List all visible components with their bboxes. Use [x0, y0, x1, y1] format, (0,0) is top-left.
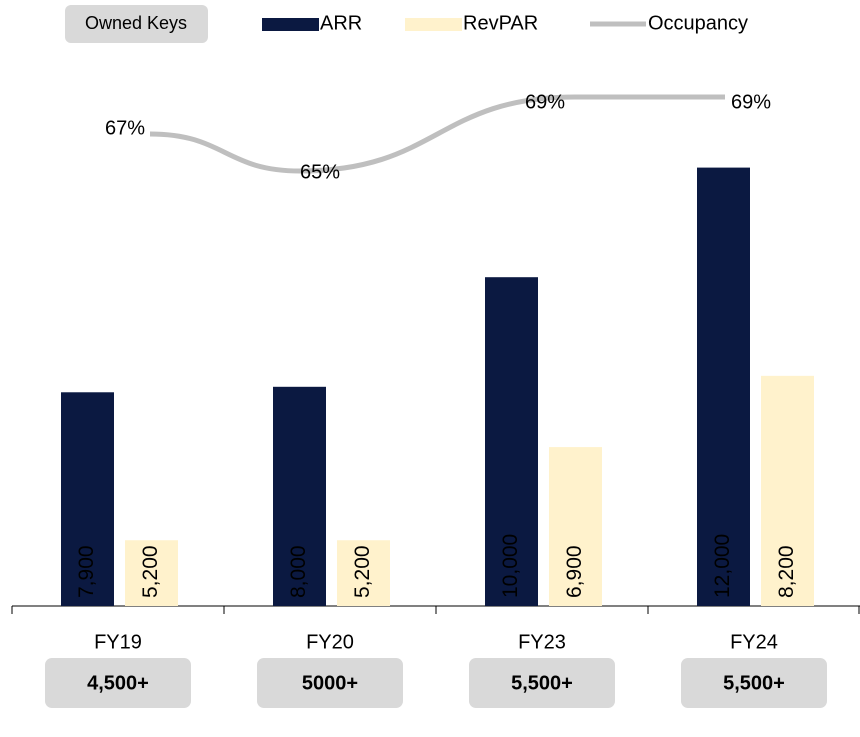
- keys-label: 5000+: [302, 672, 358, 694]
- legend-label: Occupancy: [648, 12, 748, 34]
- value-label: 69%: [731, 91, 771, 113]
- bar: [549, 447, 602, 606]
- value-label: 8,200: [775, 545, 798, 598]
- keys-label: 5,500+: [723, 672, 785, 694]
- legend-label: ARR: [320, 12, 362, 34]
- value-label: 7,900: [75, 545, 98, 598]
- bar: [337, 540, 390, 606]
- keys-box: [257, 658, 403, 708]
- keys-label: 4,500+: [87, 672, 149, 694]
- x-tick-label: FY23: [518, 631, 566, 653]
- value-label: 67%: [105, 117, 145, 139]
- bar: [697, 167, 750, 606]
- value-label: 65%: [300, 161, 340, 183]
- legend-keys-title: Owned Keys: [85, 13, 187, 33]
- x-tick-label: FY24: [730, 631, 778, 653]
- legend-keys-box: [65, 5, 208, 43]
- bar: [273, 386, 326, 606]
- value-label: 69%: [525, 91, 565, 113]
- bar: [125, 540, 178, 606]
- keys-box: [45, 658, 191, 708]
- bar: [61, 392, 114, 606]
- value-label: 12,000: [711, 534, 734, 598]
- legend-swatch: [262, 18, 319, 31]
- value-label: 10,000: [499, 534, 522, 598]
- legend-label: RevPAR: [463, 12, 538, 34]
- line: [149, 94, 725, 174]
- value-label: 5,200: [351, 545, 374, 598]
- value-label: 6,900: [563, 545, 586, 598]
- bar: [761, 375, 814, 606]
- x-tick-label: FY20: [306, 631, 354, 653]
- value-label: 8,000: [287, 545, 310, 598]
- keys-box: [681, 658, 827, 708]
- bar: [485, 277, 538, 606]
- x-tick-label: FY19: [94, 631, 142, 653]
- keys-box: [469, 658, 615, 708]
- legend-swatch: [405, 18, 462, 31]
- keys-label: 5,500+: [511, 672, 573, 694]
- value-label: 5,200: [139, 545, 162, 598]
